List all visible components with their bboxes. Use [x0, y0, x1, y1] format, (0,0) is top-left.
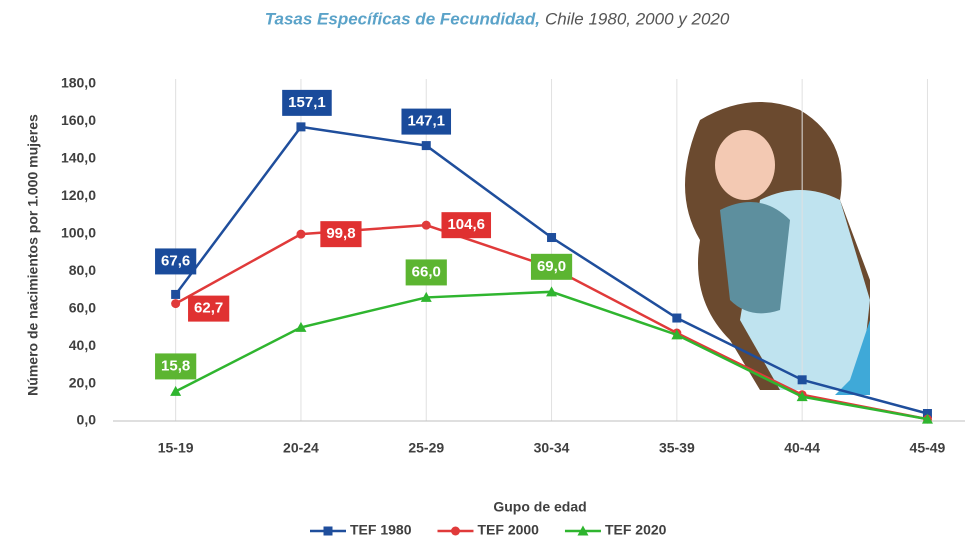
data-label: 15,8 — [161, 357, 190, 374]
y-tick-label: 120,0 — [61, 187, 96, 203]
y-tick-label: 100,0 — [61, 224, 96, 240]
y-axis-label: Número de nacimientos por 1.000 mujeres — [25, 114, 41, 396]
y-tick-label: 20,0 — [69, 374, 96, 390]
data-label: 67,6 — [161, 252, 190, 269]
data-point — [296, 230, 305, 239]
data-point — [547, 233, 556, 242]
x-tick-label: 40-44 — [784, 440, 820, 456]
y-tick-label: 60,0 — [69, 299, 96, 315]
data-label: 62,7 — [194, 300, 223, 317]
x-tick-label: 35-39 — [659, 440, 695, 456]
y-tick-label: 160,0 — [61, 112, 96, 128]
x-tick-label: 15-19 — [158, 440, 194, 456]
legend-label: TEF 1980 — [350, 522, 412, 538]
y-tick-label: 140,0 — [61, 150, 96, 166]
data-label: 66,0 — [412, 263, 441, 280]
data-point — [422, 221, 431, 230]
data-label: 104,6 — [447, 216, 485, 233]
data-point — [170, 386, 181, 396]
chart: Tasas Específicas de Fecundidad, Chile 1… — [0, 0, 972, 542]
x-tick-label: 45-49 — [910, 440, 946, 456]
legend-marker — [451, 527, 460, 536]
chart-title: Tasas Específicas de Fecundidad, — [265, 9, 540, 28]
data-point — [672, 314, 681, 323]
x-tick-label: 25-29 — [408, 440, 444, 456]
data-point — [296, 122, 305, 131]
legend-label: TEF 2020 — [605, 522, 667, 538]
chart-subtitle: Chile 1980, 2000 y 2020 — [545, 9, 730, 28]
data-point — [798, 375, 807, 384]
x-tick-label: 30-34 — [534, 440, 570, 456]
y-tick-label: 0,0 — [77, 412, 97, 428]
data-label: 147,1 — [407, 113, 445, 130]
data-label: 99,8 — [326, 225, 355, 242]
x-axis-label: Gupo de edad — [493, 499, 586, 515]
y-tick-label: 180,0 — [61, 75, 96, 91]
data-point — [171, 299, 180, 308]
x-tick-label: 20-24 — [283, 440, 319, 456]
data-point — [171, 290, 180, 299]
data-label: 157,1 — [288, 94, 326, 111]
data-label: 69,0 — [537, 258, 566, 275]
y-tick-label: 40,0 — [69, 337, 96, 353]
data-point — [422, 141, 431, 150]
legend-label: TEF 2000 — [477, 522, 539, 538]
legend-marker — [324, 527, 333, 536]
y-tick-label: 80,0 — [69, 262, 96, 278]
